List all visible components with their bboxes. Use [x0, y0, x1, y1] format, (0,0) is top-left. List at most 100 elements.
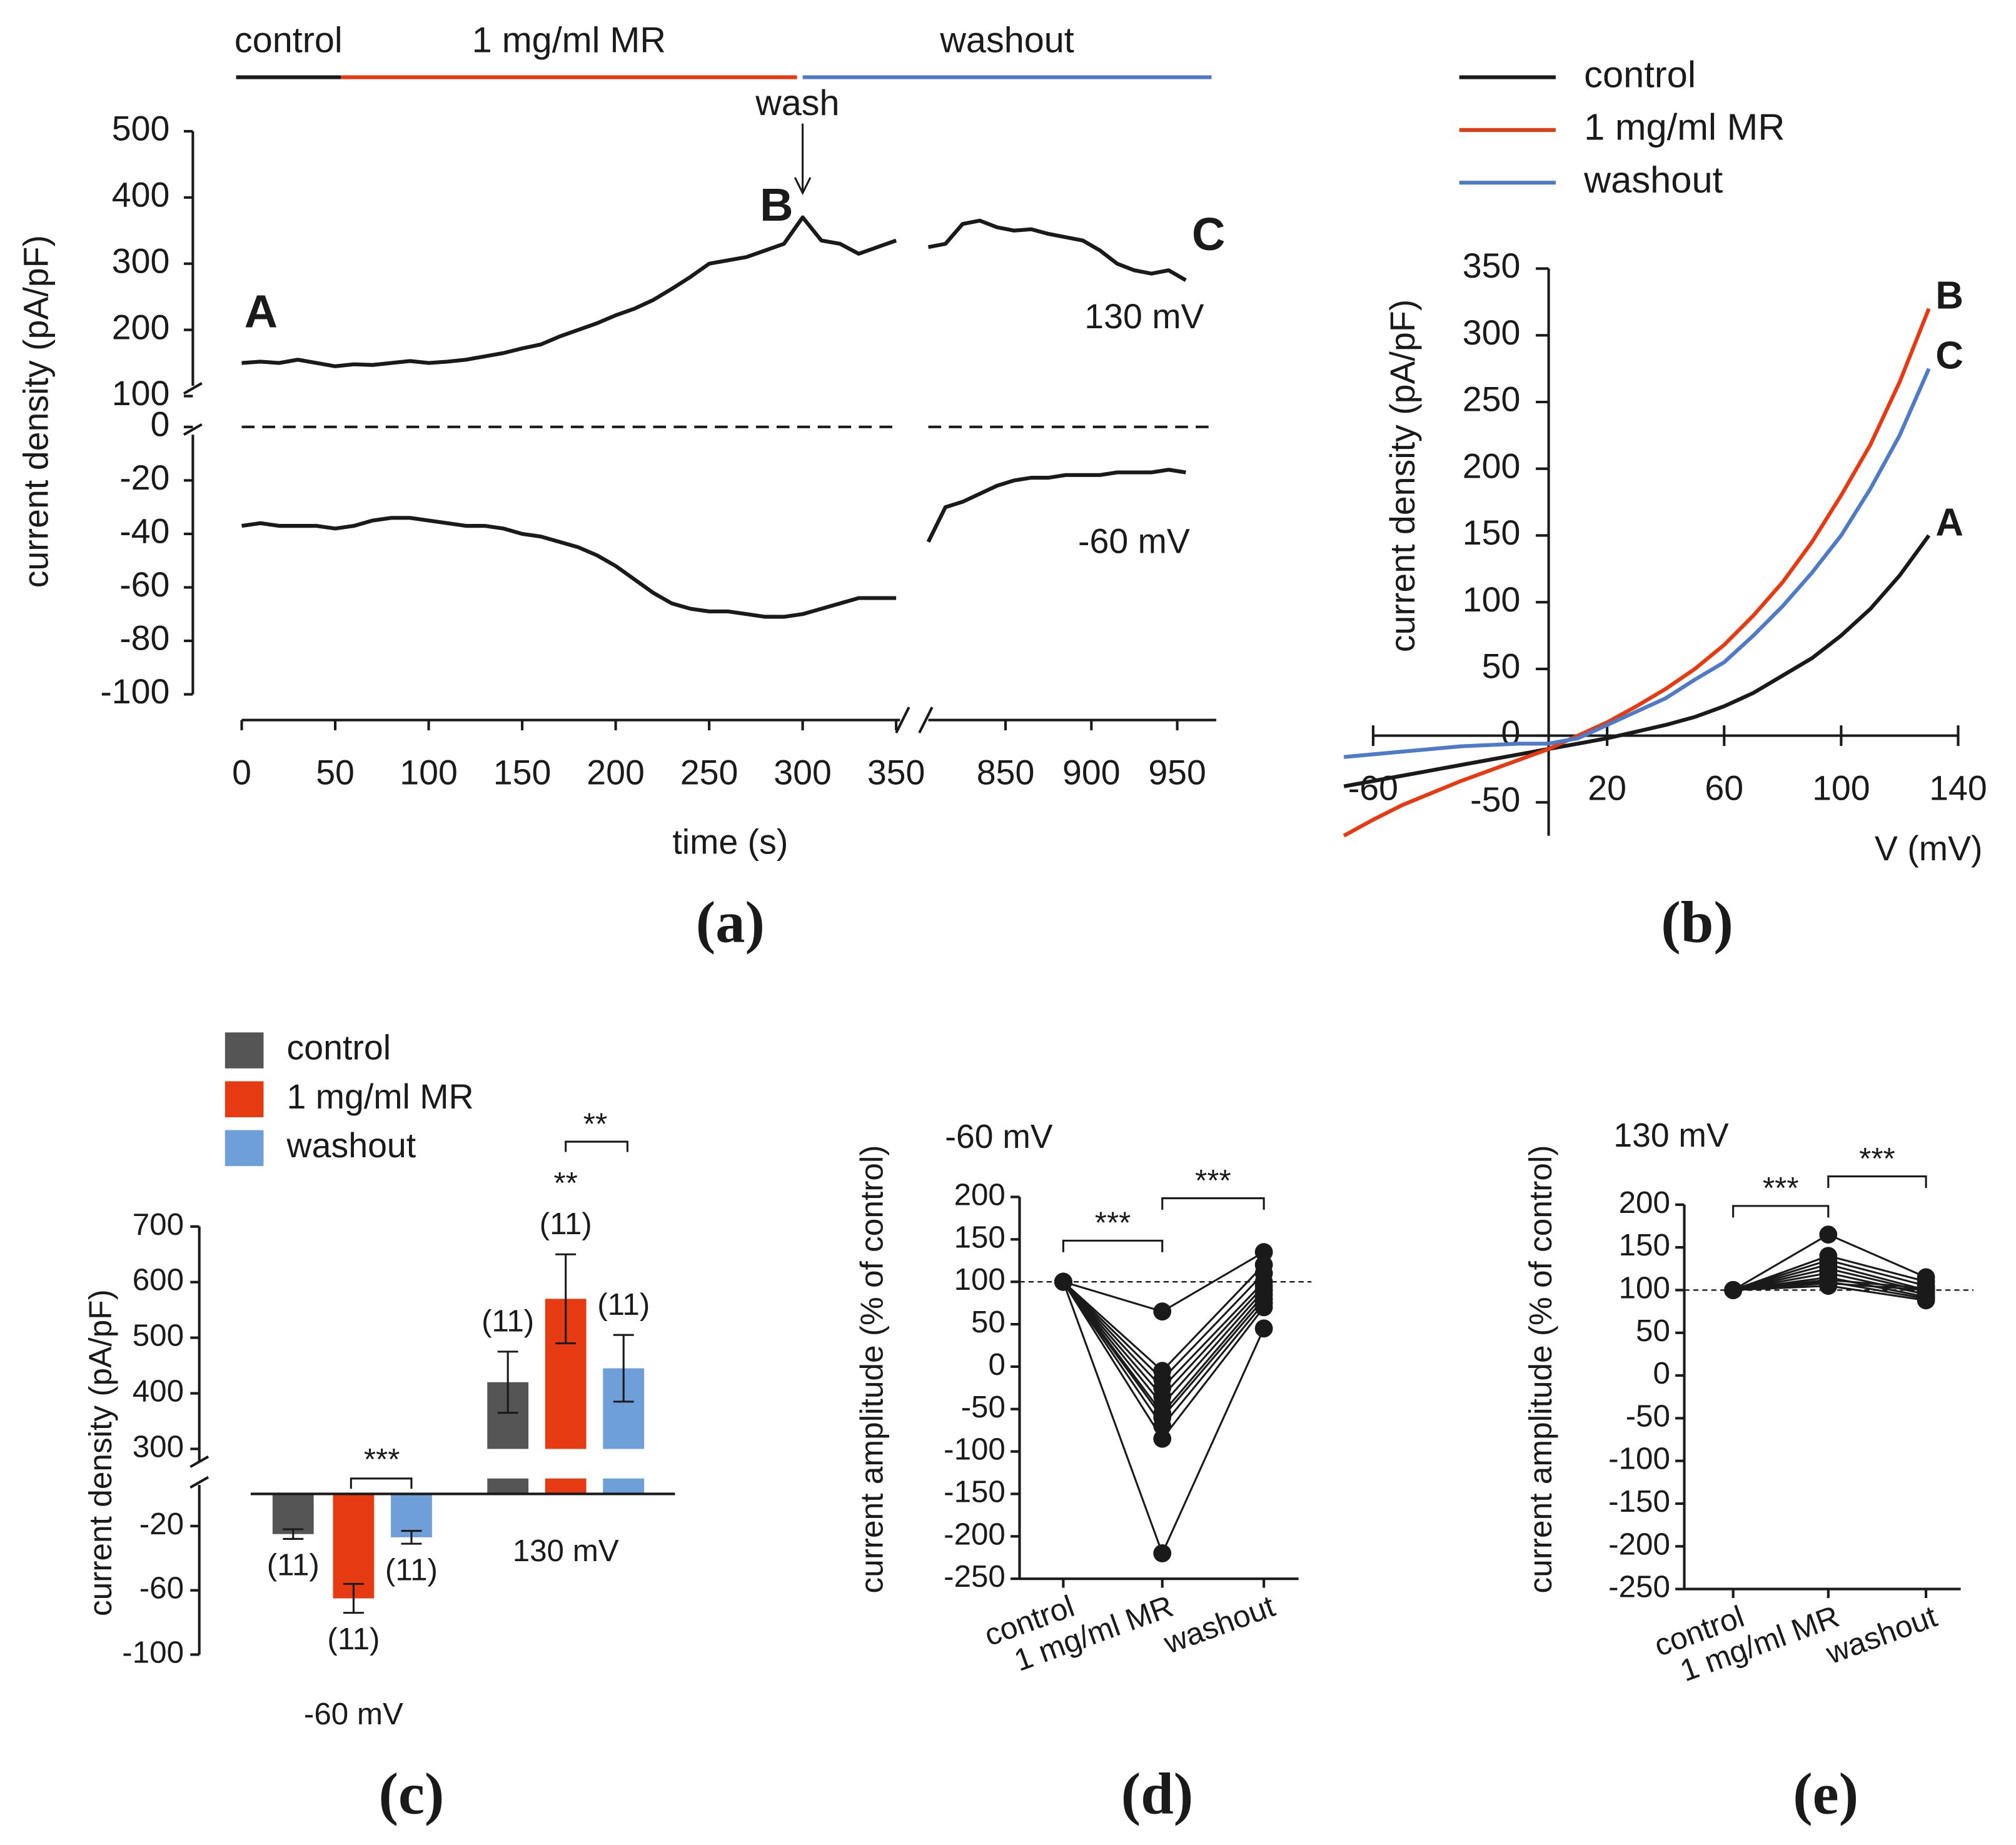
y-tick-label: -100 — [1608, 1442, 1670, 1476]
y-tick-label: -100 — [100, 672, 169, 711]
n-label: (11) — [385, 1552, 438, 1587]
n-label: (11) — [481, 1304, 534, 1339]
y-tick-label: 700 — [133, 1207, 184, 1242]
y-tick-label: 300 — [1463, 313, 1521, 352]
x-tick-label: 100 — [1812, 769, 1870, 808]
point-label: C — [1935, 334, 1963, 377]
y-tick-label: 50 — [1636, 1314, 1670, 1348]
y-tick-label: -250 — [944, 1559, 1005, 1594]
arrow-head — [794, 177, 812, 196]
data-point — [1153, 1417, 1172, 1435]
x-tick-label: 950 — [1148, 753, 1206, 792]
data-point — [1819, 1225, 1838, 1244]
iv-curve — [1343, 308, 1931, 838]
group-label: 130 mV — [513, 1534, 619, 1568]
x-tick-label: 900 — [1062, 753, 1121, 792]
panel-label: (c) — [378, 1762, 444, 1827]
y-tick-label: -20 — [119, 458, 169, 497]
y-tick-label: 0 — [988, 1347, 1005, 1382]
trace — [241, 215, 897, 368]
y-tick-label: -150 — [1608, 1484, 1670, 1519]
legend-label: washout — [286, 1126, 416, 1165]
significance-label: *** — [1195, 1164, 1231, 1198]
y-tick-label: 50 — [971, 1305, 1005, 1339]
panel-label: (e) — [1793, 1762, 1858, 1827]
significance-bracket — [350, 1477, 413, 1489]
x-tick-label: 250 — [680, 753, 738, 792]
y-tick-label: 500 — [133, 1319, 184, 1353]
legend-label: washout — [1583, 159, 1723, 201]
panel-title: 130 mV — [1613, 1117, 1729, 1154]
significance-label: *** — [364, 1442, 400, 1477]
bar-stub — [603, 1478, 645, 1494]
axis-break — [918, 706, 934, 734]
bar — [272, 1494, 314, 1534]
data-point — [1917, 1279, 1935, 1298]
y-tick-label: 150 — [954, 1220, 1005, 1254]
y-tick-label: 0 — [1653, 1356, 1670, 1390]
significance-bracket — [1161, 1197, 1265, 1210]
x-tick-label: 200 — [587, 753, 645, 792]
y-tick-label: 100 — [112, 374, 170, 413]
series-label: 130 mV — [1084, 297, 1204, 336]
error-bar — [613, 1334, 634, 1403]
bar — [333, 1494, 375, 1599]
y-tick-label: 400 — [133, 1374, 184, 1409]
significance-label: *** — [1763, 1171, 1799, 1205]
y-tick-label: -150 — [944, 1474, 1005, 1509]
y-tick-label: -20 — [139, 1507, 184, 1541]
x-tick-label: washout — [1821, 1599, 1942, 1671]
y-tick-label: -100 — [944, 1432, 1005, 1467]
panel-label: (d) — [1121, 1762, 1194, 1827]
y-tick-label: -40 — [119, 512, 169, 551]
point-label: C — [1192, 208, 1225, 260]
error-bar — [283, 1528, 304, 1540]
y-axis-label: current amplitude (% of control) — [1522, 1145, 1558, 1594]
y-tick-label: 300 — [133, 1430, 184, 1464]
x-tick-label: 60 — [1705, 769, 1743, 808]
y-tick-label: 200 — [1463, 446, 1521, 485]
x-axis-label: time (s) — [672, 823, 788, 862]
data-point — [1054, 1272, 1072, 1291]
y-tick-label: 400 — [112, 176, 170, 214]
iv-curve — [1343, 534, 1931, 788]
legend-swatch — [224, 1032, 264, 1068]
y-tick-label: -200 — [944, 1517, 1005, 1551]
x-tick-label: 100 — [400, 753, 458, 792]
x-axis-label: V (mV) — [1875, 829, 1983, 868]
y-tick-label: -50 — [1626, 1399, 1670, 1433]
legend-swatch — [224, 1081, 264, 1118]
axis-break — [189, 1455, 209, 1469]
point-label: A — [1935, 501, 1963, 544]
y-tick-label: -80 — [119, 619, 169, 658]
point-label: A — [244, 286, 278, 338]
panel-label: (b) — [1661, 890, 1733, 955]
x-tick-label: 300 — [774, 753, 832, 792]
data-point — [1819, 1270, 1838, 1289]
significance-label: ** — [553, 1166, 577, 1200]
trace — [241, 516, 897, 619]
significance-bracket — [1062, 1239, 1164, 1252]
y-tick-label: 0 — [151, 405, 170, 444]
x-tick-label: -60 — [1348, 769, 1398, 808]
y-tick-label: -50 — [961, 1390, 1005, 1424]
n-label: (11) — [540, 1207, 592, 1241]
y-tick-label: 200 — [1619, 1185, 1670, 1220]
n-label: (11) — [327, 1622, 380, 1656]
data-point — [1153, 1302, 1172, 1321]
y-tick-label: -250 — [1608, 1570, 1670, 1604]
error-bar — [497, 1350, 518, 1414]
significance-bracket — [1732, 1205, 1830, 1218]
bar-stub — [487, 1478, 529, 1494]
y-tick-label: -200 — [1608, 1527, 1670, 1561]
iv-curve — [1343, 368, 1931, 759]
panel-title: -60 mV — [945, 1119, 1053, 1155]
y-tick-label: 100 — [954, 1262, 1005, 1297]
y-tick-label: 200 — [954, 1178, 1005, 1212]
y-axis-label: current density (pA/pF) — [82, 1289, 118, 1616]
error-bar — [401, 1530, 422, 1545]
series-label: -60 mV — [1078, 522, 1190, 561]
x-tick-label: 150 — [493, 753, 552, 792]
significance-label: *** — [1095, 1206, 1131, 1240]
y-tick-label: 200 — [112, 308, 170, 346]
